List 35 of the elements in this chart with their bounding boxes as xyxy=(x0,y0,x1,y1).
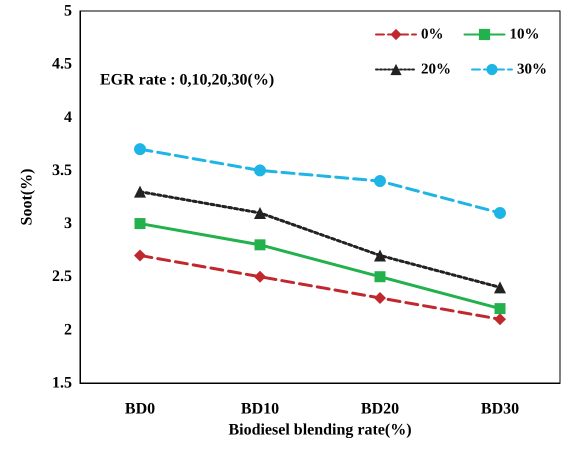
point xyxy=(374,175,386,188)
legend-label: 10% xyxy=(510,26,540,42)
annotation: EGR rate : 0,10,20,30(%) xyxy=(100,72,274,88)
y-tick-label: 3.5 xyxy=(52,162,72,179)
point xyxy=(134,186,146,198)
x-tick-label: BD30 xyxy=(480,400,520,418)
point xyxy=(254,164,266,176)
point xyxy=(494,313,506,326)
x-axis-title: Biodiesel blending rate(%) xyxy=(228,421,412,438)
point xyxy=(254,270,266,283)
y-tick-label: 1.5 xyxy=(52,374,72,392)
x-tick-label: BD10 xyxy=(240,400,280,418)
point xyxy=(494,206,506,219)
point xyxy=(254,206,266,219)
legend-label: 30% xyxy=(517,62,547,78)
x-tick-label: BD0 xyxy=(124,400,156,418)
legend-label: 20% xyxy=(421,62,451,78)
y-axis-title: Soot(%) xyxy=(18,168,36,226)
legend-label: 0% xyxy=(421,26,444,42)
point xyxy=(134,249,146,262)
y-tick-label: 4.5 xyxy=(52,56,72,73)
y-tick-label: 5 xyxy=(64,2,72,20)
y-tick-label: 2.5 xyxy=(52,268,72,286)
y-tick-label: 2 xyxy=(64,321,72,338)
point xyxy=(134,218,146,230)
y-tick-label: 3 xyxy=(64,215,72,232)
point xyxy=(374,249,386,262)
point xyxy=(374,271,386,282)
point xyxy=(134,143,146,156)
point xyxy=(254,239,266,250)
point xyxy=(374,292,386,304)
x-tick-label: BD20 xyxy=(360,400,400,418)
point xyxy=(494,303,506,314)
point xyxy=(494,281,506,294)
y-tick-label: 4 xyxy=(64,108,72,126)
